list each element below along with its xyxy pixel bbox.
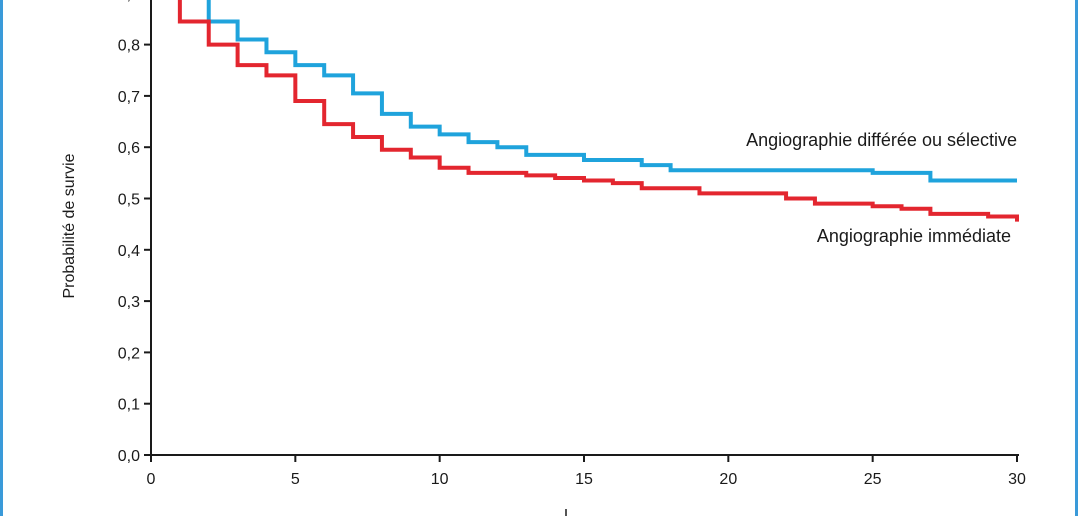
y-tick-label: 0,2 — [118, 345, 140, 362]
y-tick-label: 0,8 — [118, 38, 140, 55]
y-tick-label: 0,1 — [118, 397, 140, 414]
y-tick-label: 0,4 — [118, 243, 140, 260]
y-tick-label: 0,3 — [118, 294, 140, 311]
survival-chart: 0,0 0,1 0,2 0,3 0,4 0,5 0,6 0,7 0,8 0,9 0 5 10 15 20 25… — [61, 0, 1026, 516]
y-axis-title: Probabilité de survie — [61, 153, 78, 298]
y-tick-label: 0,5 — [118, 192, 140, 209]
axes — [150, 0, 1019, 516]
series-label-immediate: Angiographie immédiate — [817, 226, 1011, 246]
x-tick-label: 0 — [147, 471, 156, 488]
series-line-immediate — [177, 0, 1019, 222]
series-line-delayed — [206, 0, 1017, 183]
x-tick-label: 15 — [575, 471, 593, 488]
x-tick-label: 10 — [431, 471, 449, 488]
y-tick-label: 0,9 — [118, 0, 140, 3]
x-tick-label: 25 — [864, 471, 882, 488]
y-tick-label: 0,7 — [118, 89, 140, 106]
series-label-delayed: Angiographie différée ou sélective — [746, 130, 1017, 150]
y-tick-label: 0,0 — [118, 448, 140, 465]
x-tick-label: 30 — [1008, 471, 1026, 488]
x-tick-label: 5 — [291, 471, 300, 488]
x-tick-label: 20 — [719, 471, 737, 488]
series-lines — [177, 0, 1019, 222]
ticks: 0,0 0,1 0,2 0,3 0,4 0,5 0,6 0,7 0,8 0,9 0 5 10 15 20 25… — [118, 0, 1026, 488]
y-tick-label: 0,6 — [118, 140, 140, 157]
